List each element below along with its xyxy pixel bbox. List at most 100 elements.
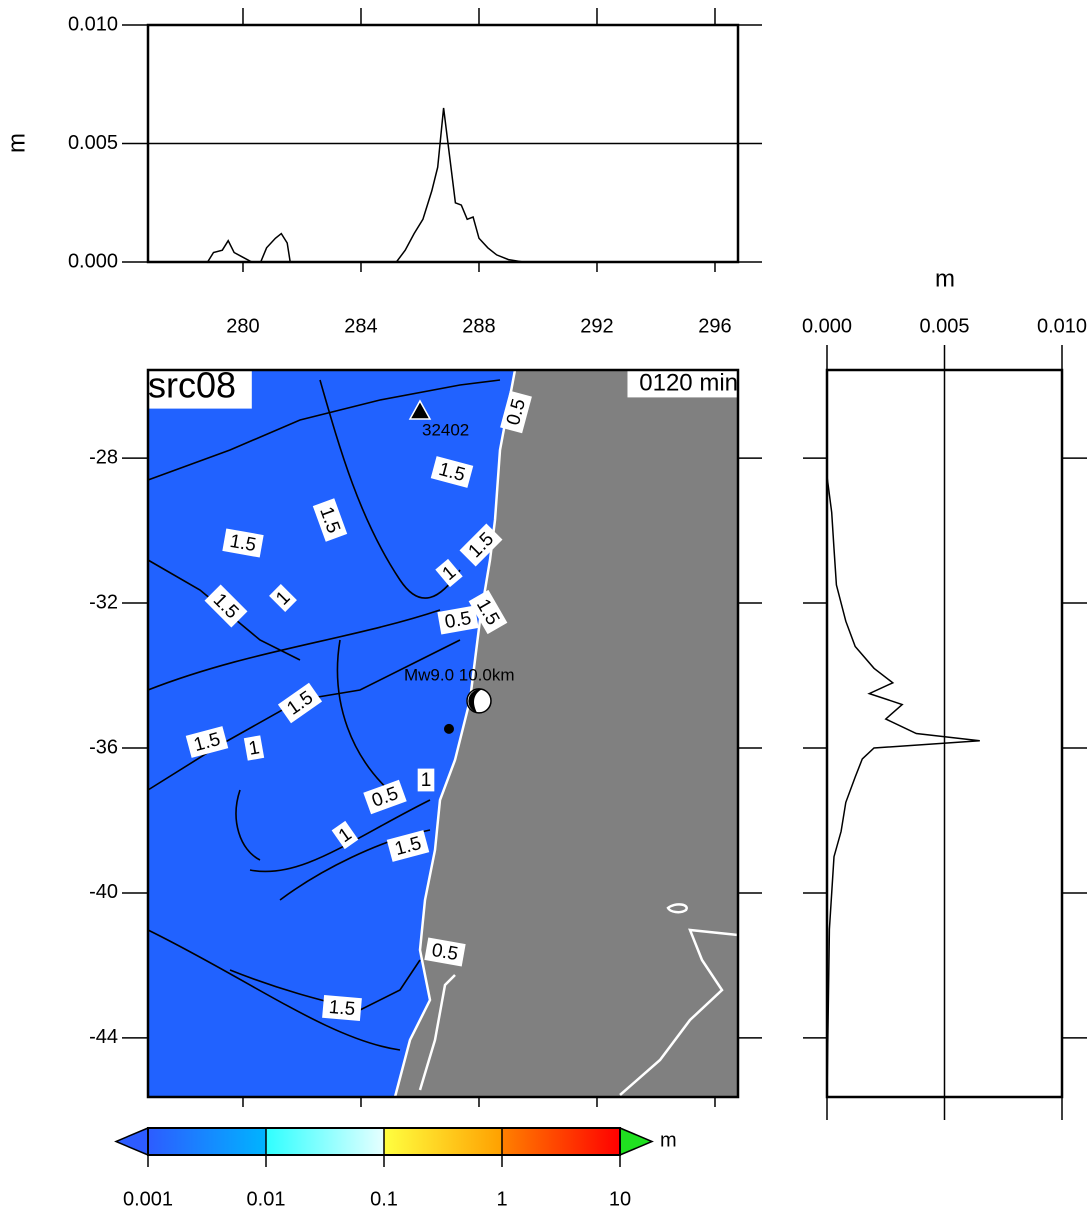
colorbar-segment bbox=[266, 1128, 384, 1155]
contour-label-group: 1.5 bbox=[468, 589, 508, 635]
colorbar-segment bbox=[384, 1128, 502, 1155]
land bbox=[395, 370, 738, 1097]
x-tick-label: 296 bbox=[698, 315, 731, 337]
map-title: src08 bbox=[148, 365, 236, 406]
time-label-group: 0120 min bbox=[627, 368, 741, 398]
epicenter bbox=[443, 688, 492, 734]
coastline bbox=[619, 928, 739, 1096]
colorbar-unit: m bbox=[660, 1129, 677, 1151]
contour bbox=[147, 609, 441, 691]
contour-label-box bbox=[312, 498, 348, 542]
contour-label-group: 1 bbox=[269, 584, 297, 612]
colorbar-segment bbox=[148, 1128, 266, 1155]
epicenter-label: Mw9.0 10.0km bbox=[404, 665, 515, 684]
x-tick-label: 0.010 bbox=[1037, 315, 1087, 337]
contour-label-box bbox=[417, 768, 435, 792]
contour-label-group: 1 bbox=[417, 768, 435, 792]
y-tick-label: -32 bbox=[89, 591, 118, 613]
contour-label-group: 1 bbox=[331, 820, 359, 850]
epicenter-dot bbox=[443, 723, 454, 734]
focal-mechanism-fill bbox=[468, 689, 482, 713]
y-tick-label: -28 bbox=[89, 446, 118, 468]
contour bbox=[147, 379, 501, 481]
contour-label-box bbox=[322, 994, 362, 1022]
y-tick-label: -44 bbox=[89, 1026, 118, 1048]
contour-label: 1 bbox=[421, 770, 432, 791]
x-tick-label: 284 bbox=[344, 315, 377, 337]
colorbar-segment bbox=[502, 1128, 620, 1155]
plot-frame bbox=[146, 23, 740, 264]
colorbar-tick-label: 0.1 bbox=[370, 1188, 398, 1210]
contour-label-group: 1.5 bbox=[185, 726, 229, 758]
contour-label: 1.5 bbox=[228, 531, 258, 556]
contour-label-box bbox=[435, 558, 463, 588]
x-tick-label: 0.005 bbox=[919, 315, 969, 337]
contour-label-box bbox=[222, 528, 264, 558]
coastline bbox=[418, 974, 456, 1091]
contour-label-group: 0.5 bbox=[500, 390, 532, 434]
y-tick-label: 0.005 bbox=[68, 132, 118, 154]
contour-label-group: 1.5 bbox=[222, 528, 264, 558]
contour-label-box bbox=[185, 726, 229, 758]
coastline bbox=[666, 903, 688, 914]
x-tick-label: 288 bbox=[462, 315, 495, 337]
y-axis-label: m bbox=[3, 133, 30, 153]
contour-label-group: 1 bbox=[435, 558, 463, 588]
colorbar-tick-label: 1 bbox=[496, 1188, 507, 1210]
contour bbox=[147, 929, 401, 1051]
coastline bbox=[393, 369, 517, 1098]
x-axis-label: m bbox=[935, 265, 955, 292]
overlay: 0.000 0.005 0.010 280 284 288 292 296 m 0.000 0.00… bbox=[3, 8, 1087, 1210]
contour-label-box bbox=[500, 390, 532, 434]
time-label: 0120 min bbox=[639, 369, 738, 396]
colorbar-tick-label: 0.01 bbox=[247, 1188, 286, 1210]
contour-label: 0.5 bbox=[443, 608, 473, 633]
contour-label-group: 0.5 bbox=[424, 937, 466, 967]
contour-label-box bbox=[386, 830, 430, 862]
time-label-box bbox=[627, 368, 741, 398]
contour-label: 0.5 bbox=[430, 940, 460, 965]
contour bbox=[319, 379, 461, 599]
station-marker bbox=[408, 399, 432, 420]
x-tick-label: 280 bbox=[226, 315, 259, 337]
contour-label-box bbox=[243, 735, 265, 761]
contour-label-box bbox=[430, 456, 474, 488]
profile-line bbox=[206, 107, 524, 263]
contour-label-box bbox=[269, 584, 297, 612]
contour bbox=[249, 799, 431, 873]
y-tick-label: -40 bbox=[89, 881, 118, 903]
contour-label-box bbox=[204, 584, 248, 628]
contour-label-box bbox=[277, 682, 323, 724]
y-tick-label: 0.010 bbox=[68, 13, 118, 35]
colorbar-under bbox=[114, 1126, 149, 1157]
y-tick-label: 0.000 bbox=[68, 250, 118, 272]
contour-label-box bbox=[437, 605, 479, 635]
station-label: 32402 bbox=[422, 420, 469, 439]
contour-label-group: 0.5 bbox=[363, 779, 407, 815]
map-title-group: src08 bbox=[145, 365, 252, 409]
contour-label-group: 1 bbox=[243, 735, 265, 761]
plot-frame bbox=[825, 368, 1064, 1099]
colorbar-tick-label: 0.001 bbox=[123, 1188, 173, 1210]
colorbar-over bbox=[619, 1126, 654, 1157]
contour-label: 1 bbox=[247, 737, 261, 760]
map-frame bbox=[146, 368, 740, 1099]
y-tick-label: -36 bbox=[89, 736, 118, 758]
contour-label-group: 0.5 bbox=[437, 605, 479, 635]
map-title-box bbox=[145, 365, 252, 409]
contour bbox=[336, 639, 401, 801]
contour-label-box bbox=[459, 523, 503, 567]
contour-label-box bbox=[424, 937, 466, 967]
contour-label: 1.5 bbox=[328, 997, 356, 1020]
x-tick-label: 0.000 bbox=[802, 315, 852, 337]
contour-label-group: 1.5 bbox=[322, 994, 362, 1022]
contour-label-box bbox=[331, 820, 359, 850]
profile-line bbox=[826, 476, 980, 1096]
contour-label-box bbox=[468, 589, 508, 635]
contour bbox=[235, 789, 261, 861]
map bbox=[147, 369, 739, 1098]
contour-label-box bbox=[363, 779, 407, 815]
colorbar-tick-label: 10 bbox=[609, 1188, 631, 1210]
contour-label-group: 1.5 bbox=[277, 682, 323, 724]
